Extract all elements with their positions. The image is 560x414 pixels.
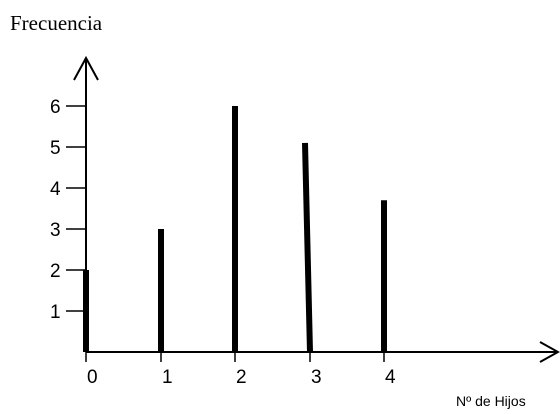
y-axis-ticks: 1 2 3 4 5 6 — [50, 97, 86, 323]
x-tick-label: 2 — [236, 367, 247, 388]
y-axis-title: Frecuencia — [10, 11, 103, 35]
x-tick-label: 0 — [87, 367, 98, 388]
y-tick-label: 6 — [50, 97, 61, 118]
y-tick-label: 2 — [50, 261, 61, 282]
bar-3 — [302, 142, 313, 353]
x-tick-label: 4 — [385, 367, 396, 388]
x-axis-ticks: 0 1 2 3 4 — [85, 352, 396, 388]
y-axis-arrowhead — [73, 55, 99, 81]
y-tick-label: 4 — [50, 179, 61, 200]
x-tick-label: 1 — [162, 367, 173, 388]
y-tick-label: 3 — [50, 220, 61, 241]
x-axis-title: Nº de Hijos — [456, 393, 526, 409]
x-tick-label: 3 — [311, 367, 322, 388]
y-tick-label: 5 — [50, 138, 61, 159]
x-axis-arrowhead — [539, 341, 560, 363]
y-tick-label: 1 — [50, 302, 61, 323]
bars — [83, 106, 387, 353]
